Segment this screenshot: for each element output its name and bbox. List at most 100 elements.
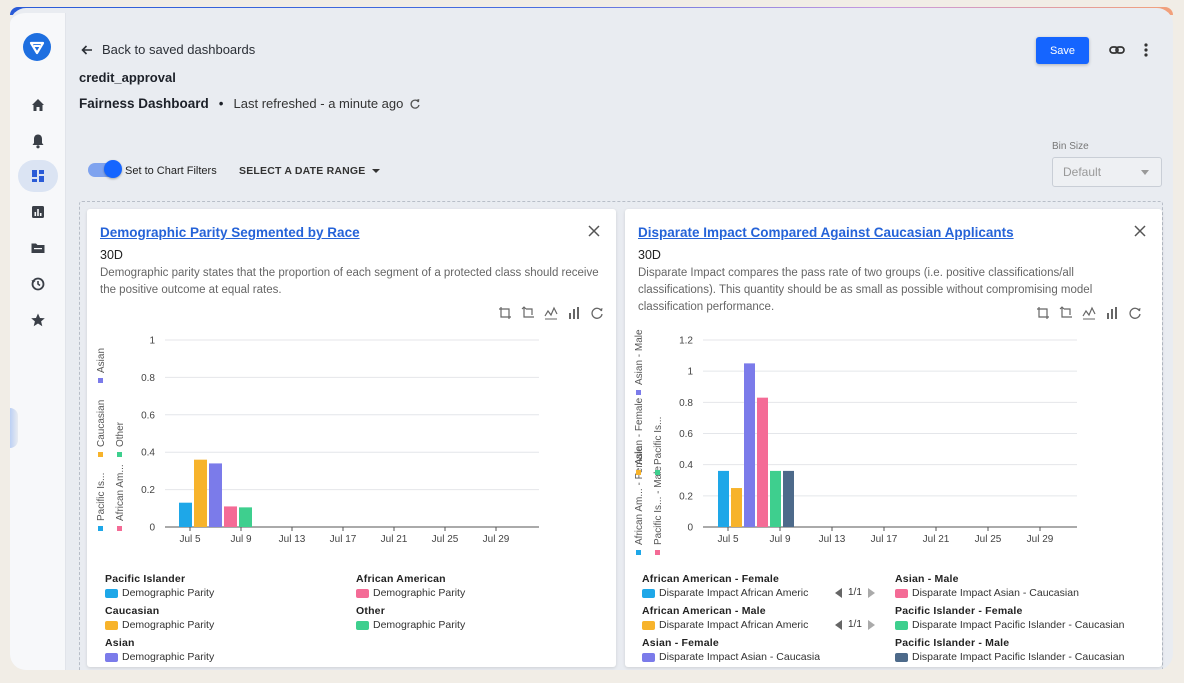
legend-label: Demographic Parity xyxy=(122,651,215,663)
legend-entry[interactable]: Pacific Islander - Female Disparate Impac… xyxy=(895,605,1135,631)
legend-item: Demographic Parity xyxy=(356,619,596,631)
zoom-reset-icon[interactable] xyxy=(1058,305,1074,321)
zoom-select-icon[interactable] xyxy=(1035,305,1051,321)
x-tick-label: Jul 29 xyxy=(1027,534,1054,545)
legend-entry[interactable]: Other Demographic Parity xyxy=(356,605,596,631)
x-tick-label: Jul 25 xyxy=(432,534,459,545)
legend-entry[interactable]: Asian - Male Disparate Impact Asian - Cau… xyxy=(895,573,1135,599)
legend-label: Disparate Impact Asian - Caucasian xyxy=(912,587,1079,599)
refresh-icon[interactable] xyxy=(409,98,421,110)
close-icon[interactable] xyxy=(1134,225,1146,237)
pager-next-icon[interactable] xyxy=(867,587,875,598)
app-logo[interactable] xyxy=(23,33,51,61)
save-button[interactable]: Save xyxy=(1036,37,1089,64)
line-chart-icon[interactable] xyxy=(543,305,559,321)
star-icon xyxy=(31,313,45,327)
history-icon xyxy=(31,277,45,291)
close-icon[interactable] xyxy=(588,225,600,237)
pager-prev-icon[interactable] xyxy=(835,619,842,630)
legend-group-title: Pacific Islander xyxy=(105,573,186,585)
folder-icon xyxy=(31,243,45,253)
legend-item: Demographic Parity xyxy=(105,619,345,631)
bar-chart-icon[interactable] xyxy=(1104,305,1120,321)
chart-toolbar xyxy=(497,305,605,321)
zoom-select-icon[interactable] xyxy=(497,305,513,321)
legend-group-title: Pacific Islander - Female xyxy=(895,605,1023,617)
chart-filters-label: Set to Chart Filters xyxy=(125,165,217,177)
bin-size-select[interactable]: Default xyxy=(1052,157,1162,187)
y-tick-label: 0.6 xyxy=(679,429,693,440)
legend-item: Disparate Impact Pacific Islander - Cauc… xyxy=(895,651,1135,663)
sidebar-item-dashboards[interactable] xyxy=(18,160,58,192)
legend-entry[interactable]: Caucasian Demographic Parity xyxy=(105,605,345,631)
restore-icon[interactable] xyxy=(1127,305,1143,321)
legend-item: Disparate Impact African Americ xyxy=(642,587,820,599)
legend-entry[interactable]: African American Demographic Parity xyxy=(356,573,596,599)
legend-entry[interactable]: Pacific Islander - Male Disparate Impact … xyxy=(895,637,1135,663)
dashboard-header: Fairness Dashboard • Last refreshed - a … xyxy=(79,96,421,111)
chart-filters-toggle[interactable] xyxy=(88,160,122,178)
bar-african-american-male xyxy=(731,488,742,527)
legend-item: Demographic Parity xyxy=(356,587,596,599)
link-icon[interactable] xyxy=(1108,41,1126,59)
more-vert-icon[interactable] xyxy=(1143,42,1149,58)
sidebar-item-files[interactable] xyxy=(18,232,58,264)
legend-swatch xyxy=(105,588,118,598)
home-icon xyxy=(32,99,44,111)
legend-entry[interactable]: African American - Male Disparate Impact … xyxy=(642,605,820,631)
legend-swatch xyxy=(642,620,655,630)
legend-item: Disparate Impact Pacific Islander - Cauc… xyxy=(895,619,1135,631)
side-legend-label: Asian - Male xyxy=(634,329,645,385)
x-tick-label: Jul 25 xyxy=(975,534,1002,545)
side-legend-label: African Am... xyxy=(115,464,126,521)
date-range-button[interactable]: SELECT A DATE RANGE xyxy=(239,165,380,177)
line-chart-icon[interactable] xyxy=(1081,305,1097,321)
model-name: credit_approval xyxy=(79,70,176,85)
sidebar-item-alerts[interactable] xyxy=(18,125,58,157)
legend-entry[interactable]: Asian Demographic Parity xyxy=(105,637,345,663)
x-tick-label: Jul 9 xyxy=(230,534,252,545)
legend-group-title: Asian xyxy=(105,637,135,649)
pager-text: 1/1 xyxy=(848,619,862,630)
legend-swatch xyxy=(895,652,908,662)
sidebar-item-favorites[interactable] xyxy=(18,304,58,336)
x-tick-label: Jul 17 xyxy=(330,534,357,545)
y-tick-label: 0 xyxy=(687,523,693,534)
side-legend-label: Pacific Is... xyxy=(96,473,107,521)
pager-next-icon[interactable] xyxy=(867,619,875,630)
pager-prev-icon[interactable] xyxy=(835,587,842,598)
legend-swatch xyxy=(895,620,908,630)
chart-icon xyxy=(32,206,44,218)
legend-group-title: Caucasian xyxy=(105,605,160,617)
legend-group-title: Other xyxy=(356,605,386,617)
y-tick-label: 1.2 xyxy=(679,336,693,347)
card-period: 30D xyxy=(100,248,123,262)
legend-entry[interactable]: African American - Female Disparate Impac… xyxy=(642,573,820,599)
legend-pager: 1/1 xyxy=(835,619,875,630)
y-tick-label: 0.6 xyxy=(141,410,155,421)
sidebar-item-home[interactable] xyxy=(18,89,58,121)
y-tick-label: 0.8 xyxy=(141,373,155,384)
bin-size-value: Default xyxy=(1063,165,1102,179)
x-tick-label: Jul 17 xyxy=(871,534,898,545)
legend-item: Demographic Parity xyxy=(105,651,345,663)
legend-entry[interactable]: Asian - Female Disparate Impact Asian - C… xyxy=(642,637,820,663)
card-title[interactable]: Demographic Parity Segmented by Race xyxy=(100,225,360,240)
restore-icon[interactable] xyxy=(589,305,605,321)
x-tick-label: Jul 29 xyxy=(483,534,510,545)
card-demographic-parity: Demographic Parity Segmented by Race 30D… xyxy=(87,209,616,667)
bar-other xyxy=(239,507,252,527)
legend-label: Disparate Impact African Americ xyxy=(659,619,809,631)
legend-label: Disparate Impact Pacific Islander - Cauc… xyxy=(912,651,1125,663)
x-tick-label: Jul 13 xyxy=(819,534,846,545)
zoom-reset-icon[interactable] xyxy=(520,305,536,321)
card-description: Disparate Impact compares the pass rate … xyxy=(638,267,1093,313)
legend-entry[interactable]: Pacific Islander Demographic Parity xyxy=(105,573,345,599)
bar-chart-icon[interactable] xyxy=(566,305,582,321)
sidebar-item-history[interactable] xyxy=(18,268,58,300)
card-title[interactable]: Disparate Impact Compared Against Caucas… xyxy=(638,225,1014,240)
bar-asian-female xyxy=(744,363,755,527)
decor-strip xyxy=(10,408,18,448)
back-link[interactable]: Back to saved dashboards xyxy=(80,42,255,57)
sidebar-item-reports[interactable] xyxy=(18,196,58,228)
